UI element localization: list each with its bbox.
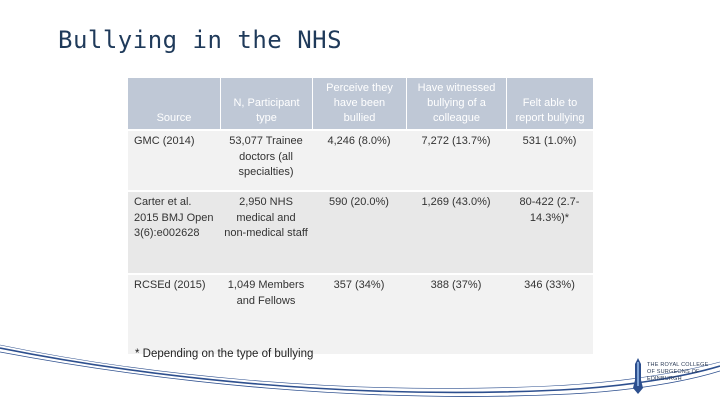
- cell-participants: 53,077 Trainee doctors (all specialties): [220, 129, 312, 190]
- bottom-wave-decoration: [0, 344, 720, 397]
- bullying-table-container: Source N, Participant type Perceive they…: [128, 78, 593, 354]
- cell-source: RCSEd (2015): [128, 273, 220, 345]
- table-row: RCSEd (2015) 1,049 Members and Fellows 3…: [128, 273, 593, 345]
- college-logo-text: THE ROYAL COLLEGE OF SURGEONS OF EDINBUR…: [647, 362, 709, 382]
- cell-participants: 2,950 NHS medical and non-medical staff: [220, 190, 312, 273]
- cell-able-to-report: 531 (1.0%): [506, 129, 593, 190]
- header-source: Source: [128, 78, 220, 129]
- header-witnessed-bullying: Have witnessed bullying of a colleague: [406, 78, 506, 129]
- bullying-table: Source N, Participant type Perceive they…: [128, 78, 593, 345]
- header-participants: N, Participant type: [220, 78, 312, 129]
- cell-able-to-report: 346 (33%): [506, 273, 593, 345]
- cell-perceived-bullied: 357 (34%): [312, 273, 406, 345]
- cell-participants: 1,049 Members and Fellows: [220, 273, 312, 345]
- cell-perceived-bullied: 4,246 (8.0%): [312, 129, 406, 190]
- table-header-row: Source N, Participant type Perceive they…: [128, 78, 593, 129]
- cell-source: Carter et al. 2015 BMJ Open 3(6):e002628: [128, 190, 220, 273]
- cell-witnessed-bullying: 7,272 (13.7%): [406, 129, 506, 190]
- cell-source: GMC (2014): [128, 129, 220, 190]
- header-able-to-report: Felt able to report bullying: [506, 78, 593, 129]
- slide-title: Bullying in the NHS: [58, 26, 343, 54]
- table-row: GMC (2014) 53,077 Trainee doctors (all s…: [128, 129, 593, 190]
- cell-witnessed-bullying: 388 (37%): [406, 273, 506, 345]
- cell-perceived-bullied: 590 (20.0%): [312, 190, 406, 273]
- cell-witnessed-bullying: 1,269 (43.0%): [406, 190, 506, 273]
- table-row: Carter et al. 2015 BMJ Open 3(6):e002628…: [128, 190, 593, 273]
- college-crest-icon: [633, 358, 643, 394]
- header-perceived-bullied: Perceive they have been bullied: [312, 78, 406, 129]
- cell-able-to-report: 80-422 (2.7-14.3%)*: [506, 190, 593, 273]
- table-footnote: * Depending on the type of bullying: [135, 348, 314, 360]
